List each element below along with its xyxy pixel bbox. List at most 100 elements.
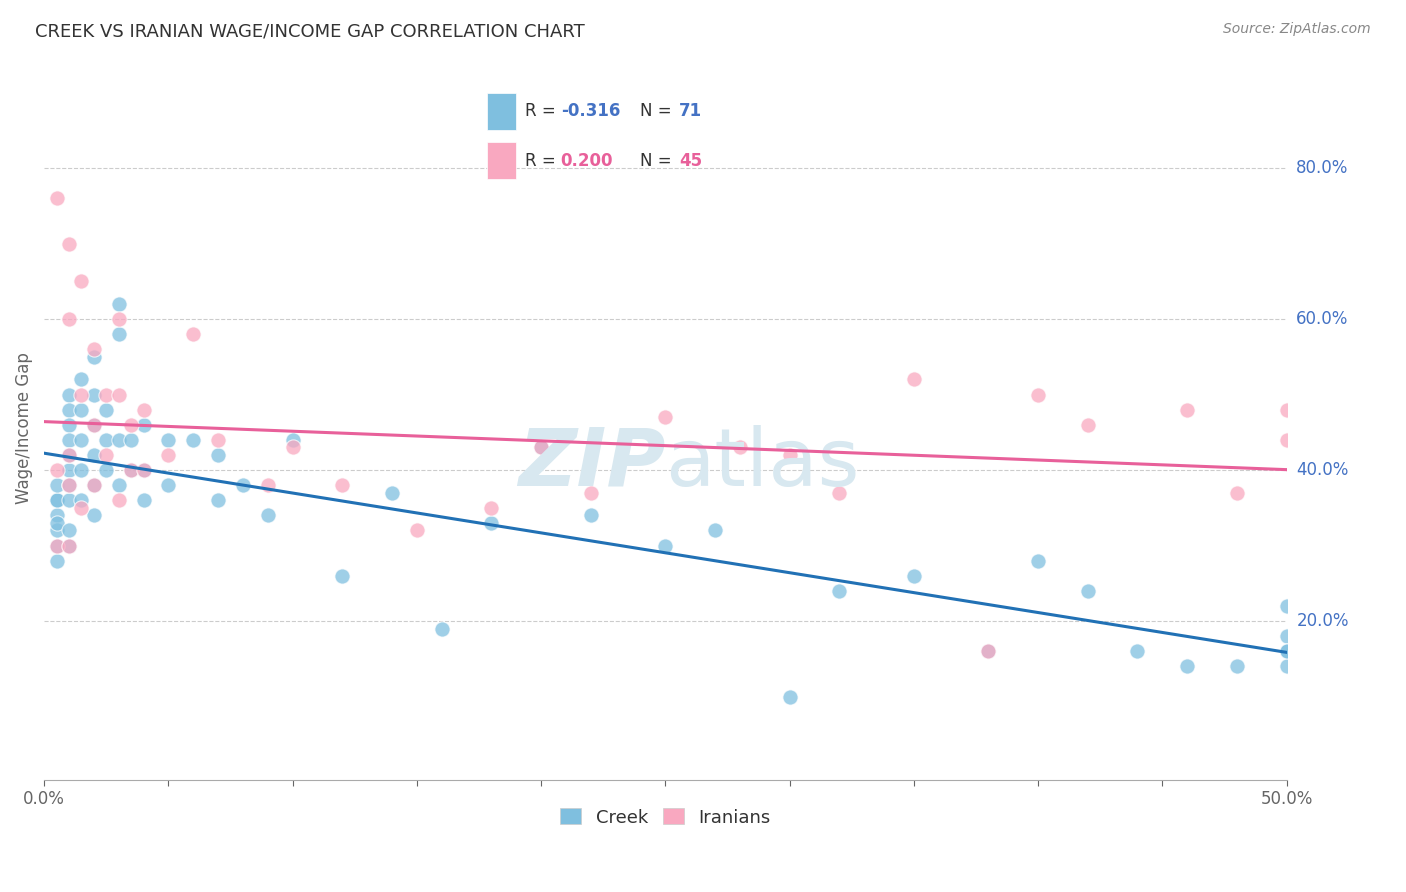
Point: [430, 622, 453, 636]
Point: [45, 191, 67, 205]
Point: [107, 493, 129, 508]
Point: [58, 478, 80, 492]
Point: [405, 524, 427, 538]
Text: N =: N =: [641, 103, 678, 120]
Point: [1226, 485, 1249, 500]
Point: [779, 690, 801, 704]
Point: [58, 448, 80, 462]
Point: [704, 524, 727, 538]
Point: [83, 417, 105, 432]
Point: [654, 410, 676, 425]
Point: [1175, 659, 1198, 673]
Point: [1275, 402, 1298, 417]
Point: [45, 493, 67, 508]
Point: [58, 417, 80, 432]
Point: [96, 433, 118, 447]
Text: 40.0%: 40.0%: [1296, 461, 1348, 479]
Text: N =: N =: [641, 152, 678, 169]
Point: [481, 516, 503, 530]
Point: [58, 463, 80, 477]
Point: [330, 568, 353, 582]
Point: [903, 568, 925, 582]
Point: [381, 485, 404, 500]
Point: [157, 478, 180, 492]
Point: [654, 539, 676, 553]
Point: [58, 524, 80, 538]
Point: [58, 448, 80, 462]
Text: atlas: atlas: [665, 425, 859, 502]
Point: [1126, 644, 1149, 658]
Text: R =: R =: [526, 103, 561, 120]
Point: [45, 554, 67, 568]
Point: [1026, 554, 1049, 568]
Y-axis label: Wage/Income Gap: Wage/Income Gap: [15, 352, 32, 505]
Point: [1175, 402, 1198, 417]
Point: [70, 500, 93, 515]
Point: [256, 508, 278, 523]
Point: [181, 327, 204, 342]
Point: [281, 433, 304, 447]
Point: [181, 433, 204, 447]
Point: [96, 387, 118, 401]
Point: [120, 433, 142, 447]
Point: [977, 644, 1000, 658]
Point: [45, 524, 67, 538]
Point: [207, 493, 229, 508]
Point: [330, 478, 353, 492]
Point: [728, 441, 751, 455]
Point: [1275, 629, 1298, 643]
Point: [281, 441, 304, 455]
Point: [107, 433, 129, 447]
FancyBboxPatch shape: [486, 93, 516, 130]
Point: [83, 387, 105, 401]
Point: [1226, 659, 1249, 673]
Point: [1275, 659, 1298, 673]
Point: [45, 539, 67, 553]
Point: [70, 372, 93, 386]
Point: [481, 500, 503, 515]
Point: [903, 372, 925, 386]
Point: [977, 644, 1000, 658]
Point: [828, 485, 851, 500]
FancyBboxPatch shape: [486, 142, 516, 179]
Point: [779, 448, 801, 462]
Point: [45, 508, 67, 523]
Text: 60.0%: 60.0%: [1296, 310, 1348, 328]
Point: [96, 463, 118, 477]
Text: -0.316: -0.316: [561, 103, 620, 120]
Point: [45, 493, 67, 508]
Point: [132, 493, 155, 508]
Point: [58, 402, 80, 417]
Point: [107, 387, 129, 401]
Point: [207, 433, 229, 447]
Point: [96, 402, 118, 417]
Point: [70, 274, 93, 288]
Point: [132, 463, 155, 477]
Text: 71: 71: [679, 103, 702, 120]
Point: [107, 312, 129, 326]
Point: [1275, 599, 1298, 613]
Text: 0.200: 0.200: [561, 152, 613, 169]
Point: [83, 417, 105, 432]
Point: [157, 448, 180, 462]
Point: [120, 463, 142, 477]
Point: [83, 478, 105, 492]
Point: [83, 350, 105, 364]
Point: [45, 463, 67, 477]
Point: [107, 478, 129, 492]
Text: 45: 45: [679, 152, 702, 169]
Point: [132, 417, 155, 432]
Point: [579, 508, 602, 523]
Point: [70, 433, 93, 447]
Point: [232, 478, 254, 492]
Text: R =: R =: [526, 152, 561, 169]
Point: [530, 441, 553, 455]
Point: [58, 387, 80, 401]
Point: [58, 493, 80, 508]
Point: [132, 402, 155, 417]
Point: [256, 478, 278, 492]
Point: [70, 387, 93, 401]
Point: [58, 539, 80, 553]
Point: [45, 478, 67, 492]
Point: [132, 463, 155, 477]
